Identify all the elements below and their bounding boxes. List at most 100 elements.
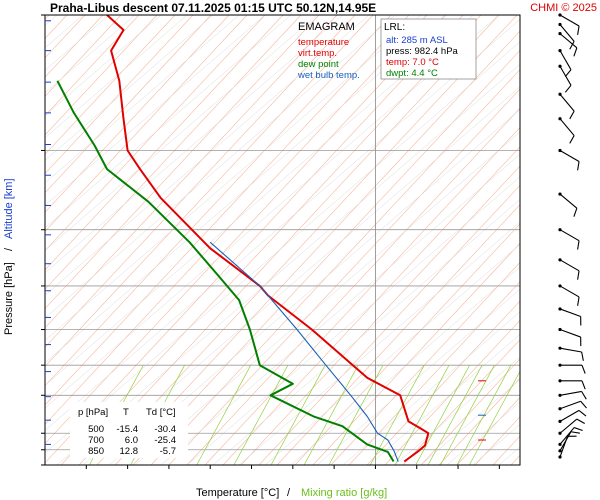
dry-adiabat-line (44, 14, 86, 59)
dry-adiabat-line (114, 30, 521, 466)
dry-adiabat-line (240, 165, 521, 466)
wind-barb-dot (558, 13, 562, 17)
wind-barb-dot (558, 455, 562, 459)
wind-barb-staff (559, 33, 578, 49)
wind-barb-dot (558, 379, 562, 383)
wind-barb-dot (558, 407, 562, 411)
dry-adiabat-line (60, 14, 482, 466)
table-row-1-t: 6.0 (125, 435, 138, 446)
wind-barb-feather (578, 409, 587, 417)
lrl-box-frame (380, 18, 477, 80)
wind-barb-layer (558, 13, 587, 459)
dry-adiabat-line (294, 223, 521, 466)
lrl-box: LRL: alt: 285 m ASL press: 982.4 hPa tem… (380, 18, 477, 80)
saturation-line (160, 154, 521, 466)
dry-adiabat-line (44, 14, 176, 155)
dry-adiabat-line (132, 50, 521, 466)
dry-adiabat-line (456, 397, 521, 466)
wind-barb-dot (558, 117, 562, 121)
wind-barb-staff (559, 14, 580, 27)
saturation-line (238, 221, 521, 466)
saturation-line (44, 14, 214, 161)
wind-barb-dot (558, 449, 562, 453)
dry-adiabat-line (44, 14, 50, 20)
saturation-line (82, 86, 521, 466)
wind-barb-feather (577, 161, 580, 171)
saturation-line (44, 14, 318, 251)
dry-adiabat-line (204, 127, 521, 466)
wind-barb-feather (573, 47, 578, 57)
dry-adiabat-line (366, 300, 521, 466)
table-header-td: Td [°C] (146, 407, 176, 418)
saturation-line (420, 379, 521, 466)
saturation-line (44, 14, 188, 139)
dry-adiabat-line (78, 14, 500, 466)
wind-barb-staff (559, 93, 575, 112)
wind-barb-staff (559, 193, 578, 209)
saturation-line (472, 424, 521, 466)
lrl-pressure: press: 982.4 hPa (386, 46, 459, 57)
dry-adiabat-line (44, 14, 302, 290)
dry-adiabat-line (44, 14, 428, 425)
table-row-0-t: -15.4 (116, 424, 138, 435)
y-axis-title-pres: Pressure [hPa] (3, 262, 15, 335)
saturation-line (368, 334, 521, 466)
saturation-line (212, 199, 521, 466)
dry-adiabat-line (44, 14, 284, 271)
wind-barb-feather (577, 270, 580, 280)
table-row-2-t: 12.8 (120, 446, 139, 457)
chart-title: Praha-Libus descent 07.11.2025 01:15 UTC… (50, 1, 376, 15)
lrl-altitude: alt: 285 m ASL (386, 35, 448, 46)
grid-layer (44, 14, 521, 466)
saturation-line (290, 266, 521, 466)
wind-barb-staff (559, 409, 580, 422)
lrl-dewpoint: dwpt: 4.4 °C (386, 68, 438, 79)
wind-barb-feather (581, 351, 584, 361)
saturation-line (56, 64, 521, 466)
dry-adiabat-line (258, 185, 521, 466)
wind-barb-staff (559, 118, 575, 136)
saturation-line (44, 14, 266, 206)
lrl-temperature: temp: 7.0 °C (386, 57, 439, 68)
legend-item-dew-point: dew point (298, 59, 339, 70)
saturation-line (44, 41, 521, 454)
wind-barb-staff (559, 427, 575, 445)
dry-adiabat-line (222, 146, 521, 466)
dry-adiabat-line (312, 243, 521, 466)
saturation-line (44, 14, 292, 229)
wind-barb-feather (580, 400, 587, 409)
wind-barb-feather (573, 427, 583, 432)
wind-barb-dot (558, 92, 562, 96)
wind-barb-staff (559, 347, 582, 353)
saturation-line (44, 14, 448, 364)
wind-barb-feather (569, 41, 575, 50)
mixing-ratio-line (303, 365, 359, 466)
wind-barb-staff (559, 329, 581, 338)
saturation-line (44, 14, 370, 296)
table-row-0-p: 500 (88, 424, 104, 435)
dry-adiabat-line (438, 378, 521, 466)
wind-barb-dot (558, 419, 562, 423)
series-dew-point-line (56, 80, 395, 463)
dry-adiabat-line (330, 262, 521, 466)
saturation-line (44, 14, 84, 49)
dry-adiabat-line (44, 14, 392, 386)
wind-barb-dot (558, 32, 562, 36)
wind-barb-dot (558, 393, 562, 397)
mixing-ratio-line (469, 371, 521, 466)
wind-barb-staff (559, 24, 575, 42)
table-header-t: T (123, 407, 129, 418)
wind-barb-dot (558, 307, 562, 311)
y-axis-title: Pressure [hPa] / Altitude [km] (3, 178, 15, 335)
y-axis-title-alt: Altitude [km] (3, 178, 15, 239)
dry-adiabat-line (96, 14, 518, 466)
data-table-bg (70, 402, 188, 458)
dry-adiabat-line (276, 204, 521, 466)
legend-box: EMAGRAM temperature virt.temp. dew point… (297, 21, 360, 81)
wind-barb-feather (577, 240, 580, 250)
wind-barb-feather (564, 84, 572, 93)
wind-barb-feather (576, 418, 585, 424)
saturation-line (44, 14, 162, 116)
dry-adiabat-line (402, 339, 521, 466)
